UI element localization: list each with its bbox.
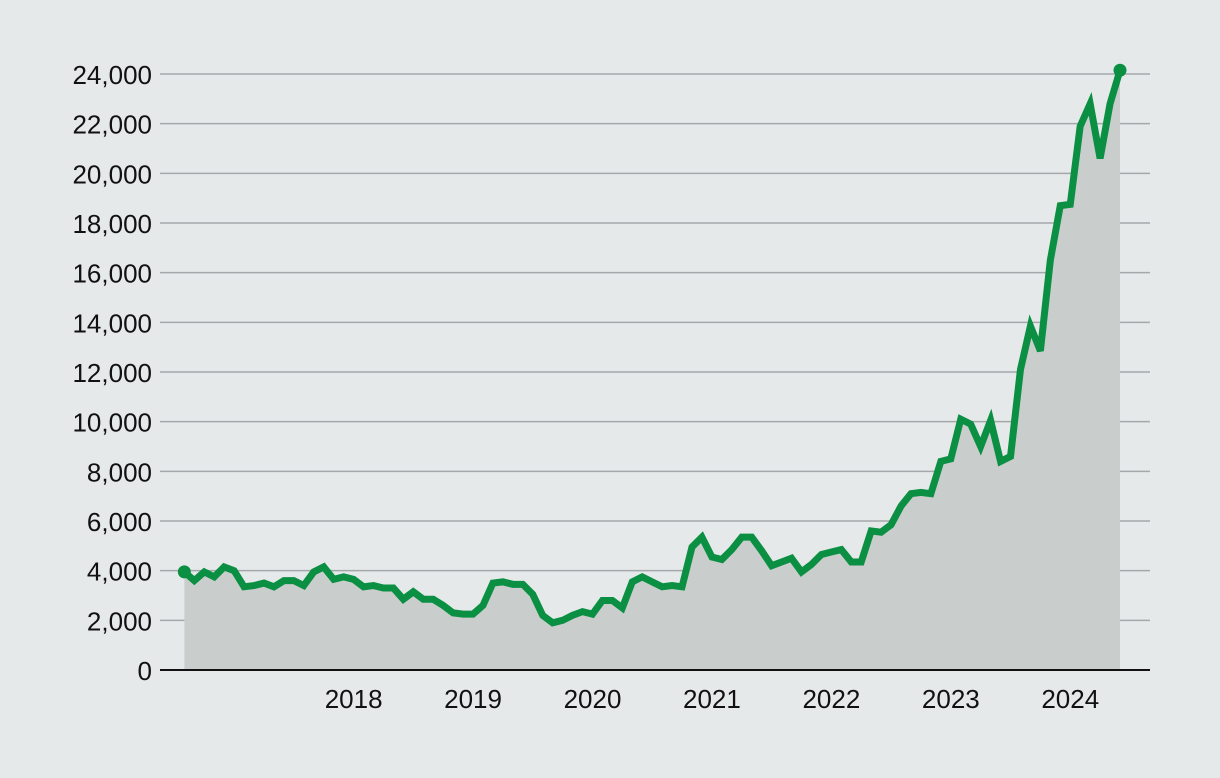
y-tick-label: 2,000 <box>87 606 152 636</box>
end-point-marker <box>1113 63 1127 77</box>
start-point-marker <box>177 565 191 579</box>
y-tick-label: 22,000 <box>72 110 152 140</box>
x-tick-label: 2020 <box>564 684 622 714</box>
series-line <box>180 66 1124 627</box>
x-tick-label: 2023 <box>922 684 980 714</box>
series-area-fill <box>184 70 1121 670</box>
x-tick-label: 2024 <box>1041 684 1099 714</box>
x-axis-tick-labels: 2018 2019 2020 2021 2022 2023 2024 <box>325 684 1100 714</box>
x-tick-label: 2018 <box>325 684 383 714</box>
x-tick-label: 2019 <box>444 684 502 714</box>
y-tick-label: 14,000 <box>72 308 152 338</box>
y-axis-tick-labels: 0 2,000 4,000 6,000 8,000 10,000 12,000 14,000 1… <box>72 60 152 686</box>
y-tick-label: 18,000 <box>72 209 152 239</box>
series-points <box>177 63 1127 579</box>
y-tick-label: 24,000 <box>72 60 152 90</box>
y-tick-label: 0 <box>138 656 152 686</box>
x-tick-label: 2021 <box>683 684 741 714</box>
y-tick-label: 12,000 <box>72 358 152 388</box>
y-tick-label: 16,000 <box>72 259 152 289</box>
y-tick-label: 4,000 <box>87 557 152 587</box>
y-tick-label: 8,000 <box>87 457 152 487</box>
y-tick-label: 20,000 <box>72 159 152 189</box>
y-tick-label: 10,000 <box>72 408 152 438</box>
y-tick-label: 6,000 <box>87 507 152 537</box>
x-tick-label: 2022 <box>802 684 860 714</box>
